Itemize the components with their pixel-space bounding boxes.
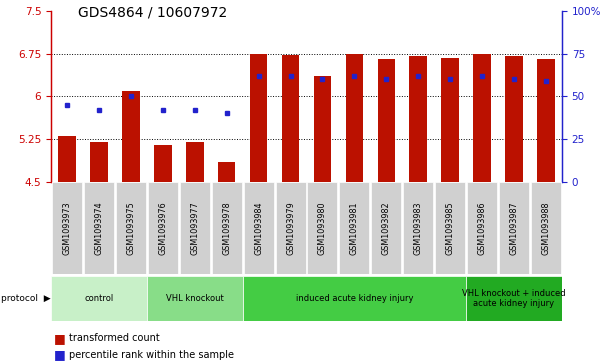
Bar <box>275 182 305 274</box>
Text: GSM1093985: GSM1093985 <box>446 201 455 254</box>
Text: GSM1093973: GSM1093973 <box>63 201 72 254</box>
Bar <box>403 182 433 274</box>
Text: GSM1093984: GSM1093984 <box>254 201 263 254</box>
Text: ■: ■ <box>54 348 66 362</box>
Text: induced acute kidney injury: induced acute kidney injury <box>296 294 413 303</box>
Bar <box>51 276 147 321</box>
Text: ■: ■ <box>54 332 66 345</box>
Bar <box>84 182 114 274</box>
Bar <box>116 182 146 274</box>
Bar <box>308 182 338 274</box>
Bar <box>148 182 178 274</box>
Bar <box>505 56 523 182</box>
Text: GSM1093988: GSM1093988 <box>542 201 551 254</box>
Bar <box>243 276 466 321</box>
Text: VHL knockout: VHL knockout <box>166 294 224 303</box>
Bar <box>435 182 465 274</box>
Text: protocol  ▶: protocol ▶ <box>1 294 50 303</box>
Text: GSM1093979: GSM1093979 <box>286 201 295 255</box>
Bar <box>250 54 267 182</box>
Bar <box>122 90 139 182</box>
Text: VHL knockout + induced
acute kidney injury: VHL knockout + induced acute kidney inju… <box>462 289 566 308</box>
Bar <box>52 182 82 274</box>
Text: GSM1093974: GSM1093974 <box>94 201 103 254</box>
Text: GSM1093978: GSM1093978 <box>222 201 231 254</box>
Bar <box>186 142 204 182</box>
Bar <box>180 182 210 274</box>
Bar <box>377 59 395 182</box>
Text: GSM1093977: GSM1093977 <box>191 201 200 255</box>
Bar <box>282 55 299 182</box>
Bar <box>147 276 243 321</box>
Text: GDS4864 / 10607972: GDS4864 / 10607972 <box>78 5 227 20</box>
Bar <box>90 142 108 182</box>
Text: GSM1093980: GSM1093980 <box>318 201 327 254</box>
Bar <box>218 162 236 182</box>
Text: GSM1093986: GSM1093986 <box>478 201 487 254</box>
Bar <box>441 57 459 182</box>
Text: transformed count: transformed count <box>69 333 160 343</box>
Text: GSM1093975: GSM1093975 <box>126 201 135 255</box>
Text: GSM1093987: GSM1093987 <box>510 201 519 254</box>
Bar <box>531 182 561 274</box>
Text: percentile rank within the sample: percentile rank within the sample <box>69 350 234 360</box>
Bar <box>314 76 331 182</box>
Bar <box>58 136 76 182</box>
Text: control: control <box>84 294 114 303</box>
Bar <box>537 59 555 182</box>
Bar <box>346 54 363 182</box>
Text: GSM1093976: GSM1093976 <box>158 201 167 254</box>
Bar <box>409 56 427 182</box>
Bar <box>154 144 172 182</box>
Bar <box>499 182 529 274</box>
Bar <box>467 182 497 274</box>
Text: GSM1093982: GSM1093982 <box>382 201 391 254</box>
Bar <box>474 54 491 182</box>
Bar <box>340 182 370 274</box>
Bar <box>371 182 401 274</box>
Text: GSM1093981: GSM1093981 <box>350 201 359 254</box>
Text: GSM1093983: GSM1093983 <box>413 201 423 254</box>
Bar <box>212 182 242 274</box>
Bar <box>243 182 273 274</box>
Bar <box>466 276 562 321</box>
